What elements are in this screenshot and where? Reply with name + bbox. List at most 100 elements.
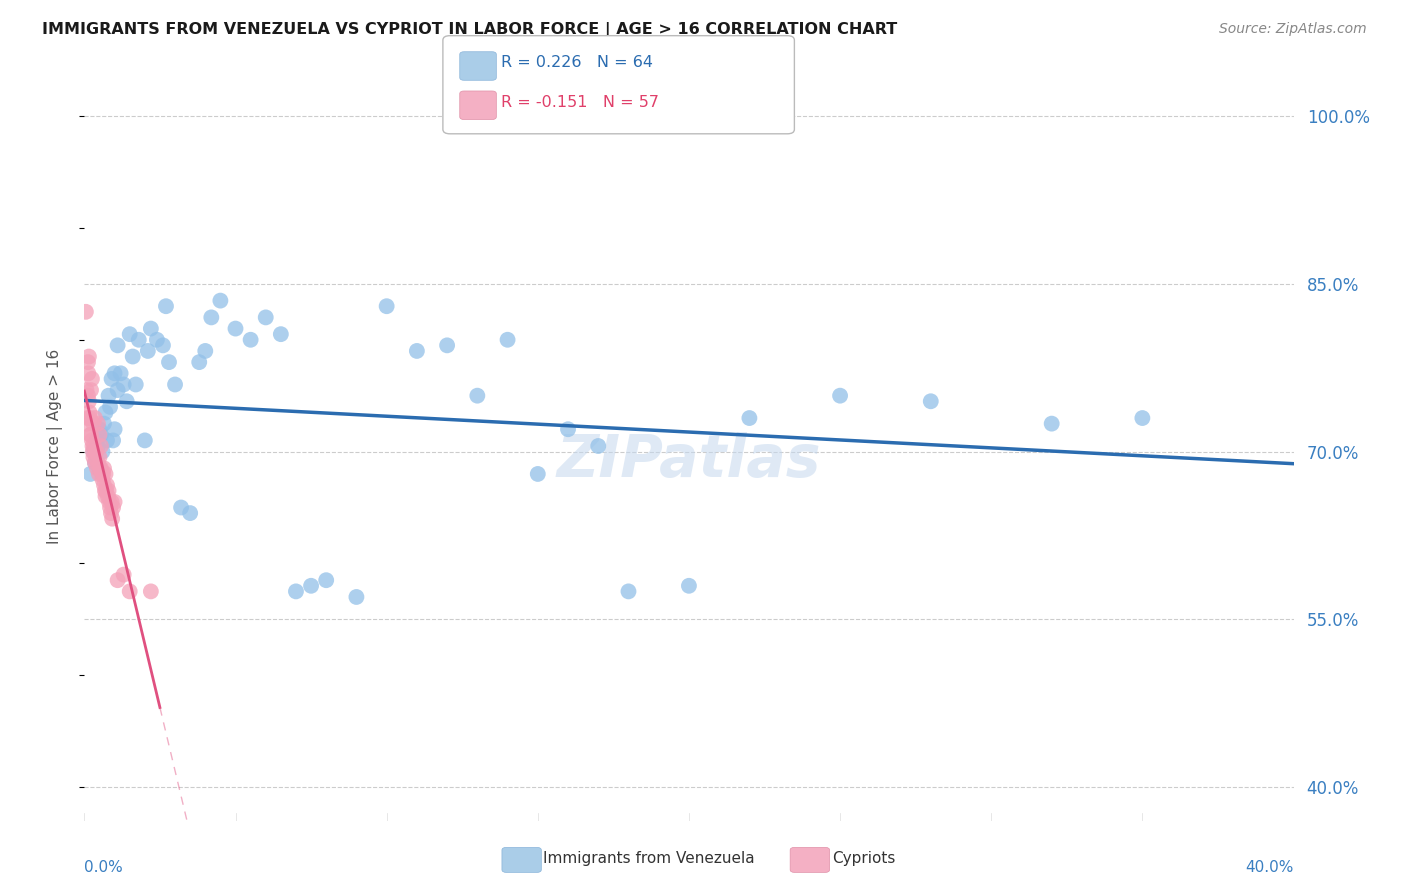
Point — [76, 383, 98, 397]
Point — [76, 417, 98, 431]
Point — [98, 400, 121, 414]
Text: Source: ZipAtlas.com: Source: ZipAtlas.com — [1219, 22, 1367, 37]
Point — [101, 511, 124, 525]
Point — [209, 293, 232, 308]
Point — [467, 389, 489, 403]
Point — [93, 478, 115, 492]
Point — [110, 367, 132, 381]
Text: ZIPatlas: ZIPatlas — [557, 433, 821, 490]
Point — [77, 389, 100, 403]
Point — [86, 444, 108, 458]
Point — [80, 372, 103, 386]
Point — [80, 434, 103, 448]
Point — [90, 461, 112, 475]
Point — [165, 377, 187, 392]
Point — [136, 343, 159, 358]
Point — [82, 439, 104, 453]
Point — [98, 500, 121, 515]
Point — [118, 327, 141, 342]
Point — [94, 489, 117, 503]
Point — [155, 299, 177, 313]
Point — [97, 489, 120, 503]
Point — [79, 405, 101, 419]
Point — [97, 483, 120, 498]
Point — [80, 427, 103, 442]
Point — [100, 495, 122, 509]
Point — [76, 411, 98, 425]
Point — [115, 394, 138, 409]
Text: Immigrants from Venezuela: Immigrants from Venezuela — [543, 851, 755, 866]
Point — [346, 590, 368, 604]
Point — [152, 338, 174, 352]
Point — [94, 483, 117, 498]
Point — [89, 427, 111, 442]
Point — [77, 350, 100, 364]
Point — [100, 372, 122, 386]
Point — [194, 343, 217, 358]
Point — [86, 461, 108, 475]
Point — [738, 411, 761, 425]
Text: IMMIGRANTS FROM VENEZUELA VS CYPRIOT IN LABOR FORCE | AGE > 16 CORRELATION CHART: IMMIGRANTS FROM VENEZUELA VS CYPRIOT IN … — [42, 22, 897, 38]
Point — [84, 411, 107, 425]
Point — [94, 467, 117, 481]
Text: Cypriots: Cypriots — [832, 851, 896, 866]
Point — [285, 584, 308, 599]
Point — [254, 310, 277, 325]
Point — [80, 383, 103, 397]
Point — [125, 377, 148, 392]
Point — [82, 444, 104, 458]
Point — [86, 434, 108, 448]
Point — [134, 434, 156, 448]
Point — [107, 383, 129, 397]
Point — [91, 467, 114, 481]
Point — [98, 495, 121, 509]
Point — [75, 305, 97, 319]
Point — [112, 377, 135, 392]
Point — [96, 434, 118, 448]
Point — [170, 500, 193, 515]
Point — [436, 338, 458, 352]
Point — [97, 389, 120, 403]
Point — [79, 427, 101, 442]
Point — [496, 333, 519, 347]
Point — [299, 579, 322, 593]
Point — [104, 422, 127, 436]
Point — [107, 338, 129, 352]
Y-axis label: In Labor Force | Age > 16: In Labor Force | Age > 16 — [46, 349, 63, 543]
Point — [79, 411, 101, 425]
Point — [94, 483, 117, 498]
Point — [82, 450, 104, 465]
Point — [90, 439, 112, 453]
Point — [94, 405, 117, 419]
Point — [96, 478, 118, 492]
Point — [200, 310, 222, 325]
Point — [87, 439, 110, 453]
Text: 40.0%: 40.0% — [1246, 860, 1294, 875]
Point — [87, 467, 110, 481]
Point — [270, 327, 292, 342]
Point — [89, 461, 111, 475]
Text: 0.0%: 0.0% — [84, 860, 124, 875]
Point — [90, 467, 112, 481]
Point — [118, 584, 141, 599]
Point — [84, 456, 107, 470]
Point — [406, 343, 429, 358]
Point — [179, 506, 201, 520]
Point — [188, 355, 211, 369]
Point — [89, 422, 111, 436]
Point — [100, 506, 122, 520]
Point — [557, 422, 579, 436]
Point — [90, 427, 112, 442]
Point — [101, 434, 124, 448]
Point — [77, 394, 100, 409]
Point — [89, 461, 111, 475]
Point — [87, 417, 110, 431]
Point — [89, 450, 111, 465]
Point — [83, 439, 105, 453]
Point — [128, 333, 150, 347]
Point — [139, 321, 162, 335]
Point — [107, 573, 129, 587]
Point — [101, 500, 124, 515]
Point — [93, 417, 115, 431]
Point — [84, 456, 107, 470]
